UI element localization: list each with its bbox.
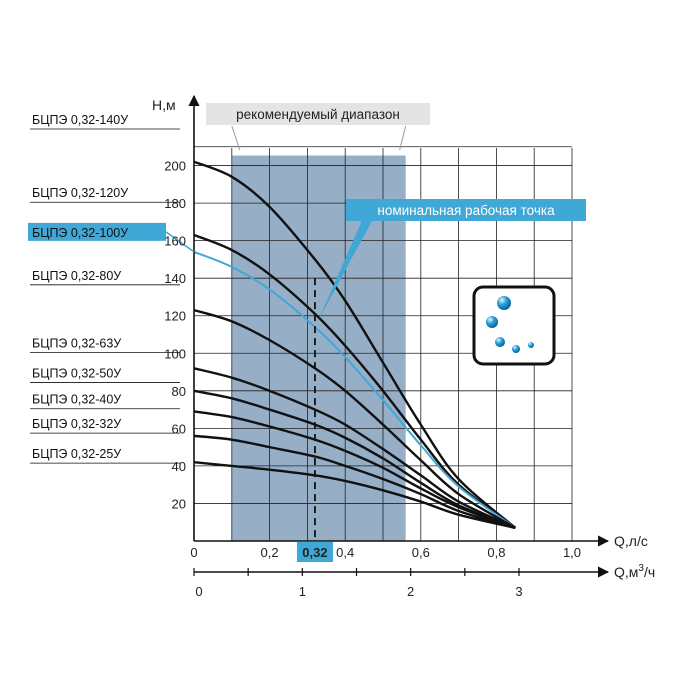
curves-layer	[193, 160, 517, 530]
curve-6	[193, 410, 516, 529]
axes-layer	[188, 94, 610, 578]
x2-title-part: Q,м	[614, 564, 638, 580]
x2-title-sup: 3	[638, 563, 644, 574]
model-label: БЦПЭ 0,32-120У	[32, 186, 128, 200]
y-tick-label: 140	[164, 271, 186, 286]
model-label: БЦПЭ 0,32-63У	[32, 336, 121, 350]
y-tick-label: 100	[164, 346, 186, 361]
x2-tick-label: 1	[299, 584, 306, 599]
x-tick-label: 0,8	[487, 545, 505, 560]
model-label: БЦПЭ 0,32-100У	[32, 226, 128, 240]
x2-tick-label: 3	[515, 584, 522, 599]
x2-title-part: /ч	[644, 564, 655, 580]
curve-8	[193, 460, 516, 530]
y-tick-label: 60	[172, 421, 186, 436]
model-label: БЦПЭ 0,32-50У	[32, 366, 121, 380]
x2-tick-label: 0	[195, 584, 202, 599]
model-label: БЦПЭ 0,32-80У	[32, 269, 121, 283]
nominal-x-label: 0,32	[302, 545, 327, 560]
curve-3	[193, 308, 516, 529]
curve-0	[193, 160, 517, 529]
y-tick-label: 20	[172, 496, 186, 511]
y-tick-label: 200	[164, 159, 186, 174]
model-label: БЦПЭ 0,32-40У	[32, 393, 121, 407]
nominal-pointer	[318, 206, 374, 320]
x2-tick-label: 2	[407, 584, 414, 599]
y-tick-label: 180	[164, 196, 186, 211]
y-tick-label: 120	[164, 309, 186, 324]
x2-axis-title: Q,м3/ч	[614, 563, 655, 580]
nominal-banner	[346, 199, 586, 221]
recommended-range-label: рекомендуемый диапазон	[236, 107, 400, 122]
curve-7	[193, 434, 516, 530]
range-bracket-right	[399, 125, 407, 151]
curve-1	[193, 233, 517, 529]
model-label: БЦПЭ 0,32-140У	[32, 113, 128, 127]
labels-layer: рекомендуемый диапазон БЦПЭ 0,32-140У БЦПЭ…	[28, 97, 655, 599]
x-axis-title: Q,л/с	[614, 533, 648, 549]
y-tick-label: 160	[164, 234, 186, 249]
x-tick-label: 0	[190, 545, 197, 560]
curve-5	[193, 389, 516, 529]
model-label-highlight-bg	[28, 222, 166, 241]
y-tick-label: 80	[172, 384, 186, 399]
nominal-label: номинальная рабочая точка	[377, 203, 555, 218]
range-bracket-left	[231, 125, 241, 151]
x-tick-label: 0,6	[412, 545, 430, 560]
y-axis-title: Н,м	[152, 97, 176, 113]
model-label: БЦПЭ 0,32-32У	[32, 417, 121, 431]
model-leader	[165, 231, 195, 253]
x-tick-label: 0,2	[261, 545, 279, 560]
recommended-range-banner	[206, 103, 430, 125]
curve-4	[193, 367, 516, 529]
x-tick-label: 0,4	[336, 545, 354, 560]
curve-2	[193, 250, 516, 529]
y-tick-label: 40	[172, 459, 186, 474]
nominal-x-badge	[296, 542, 333, 562]
model-label: БЦПЭ 0,32-25У	[32, 447, 121, 461]
water-bubbles-icon	[472, 285, 556, 366]
x-tick-label: 1,0	[563, 545, 581, 560]
